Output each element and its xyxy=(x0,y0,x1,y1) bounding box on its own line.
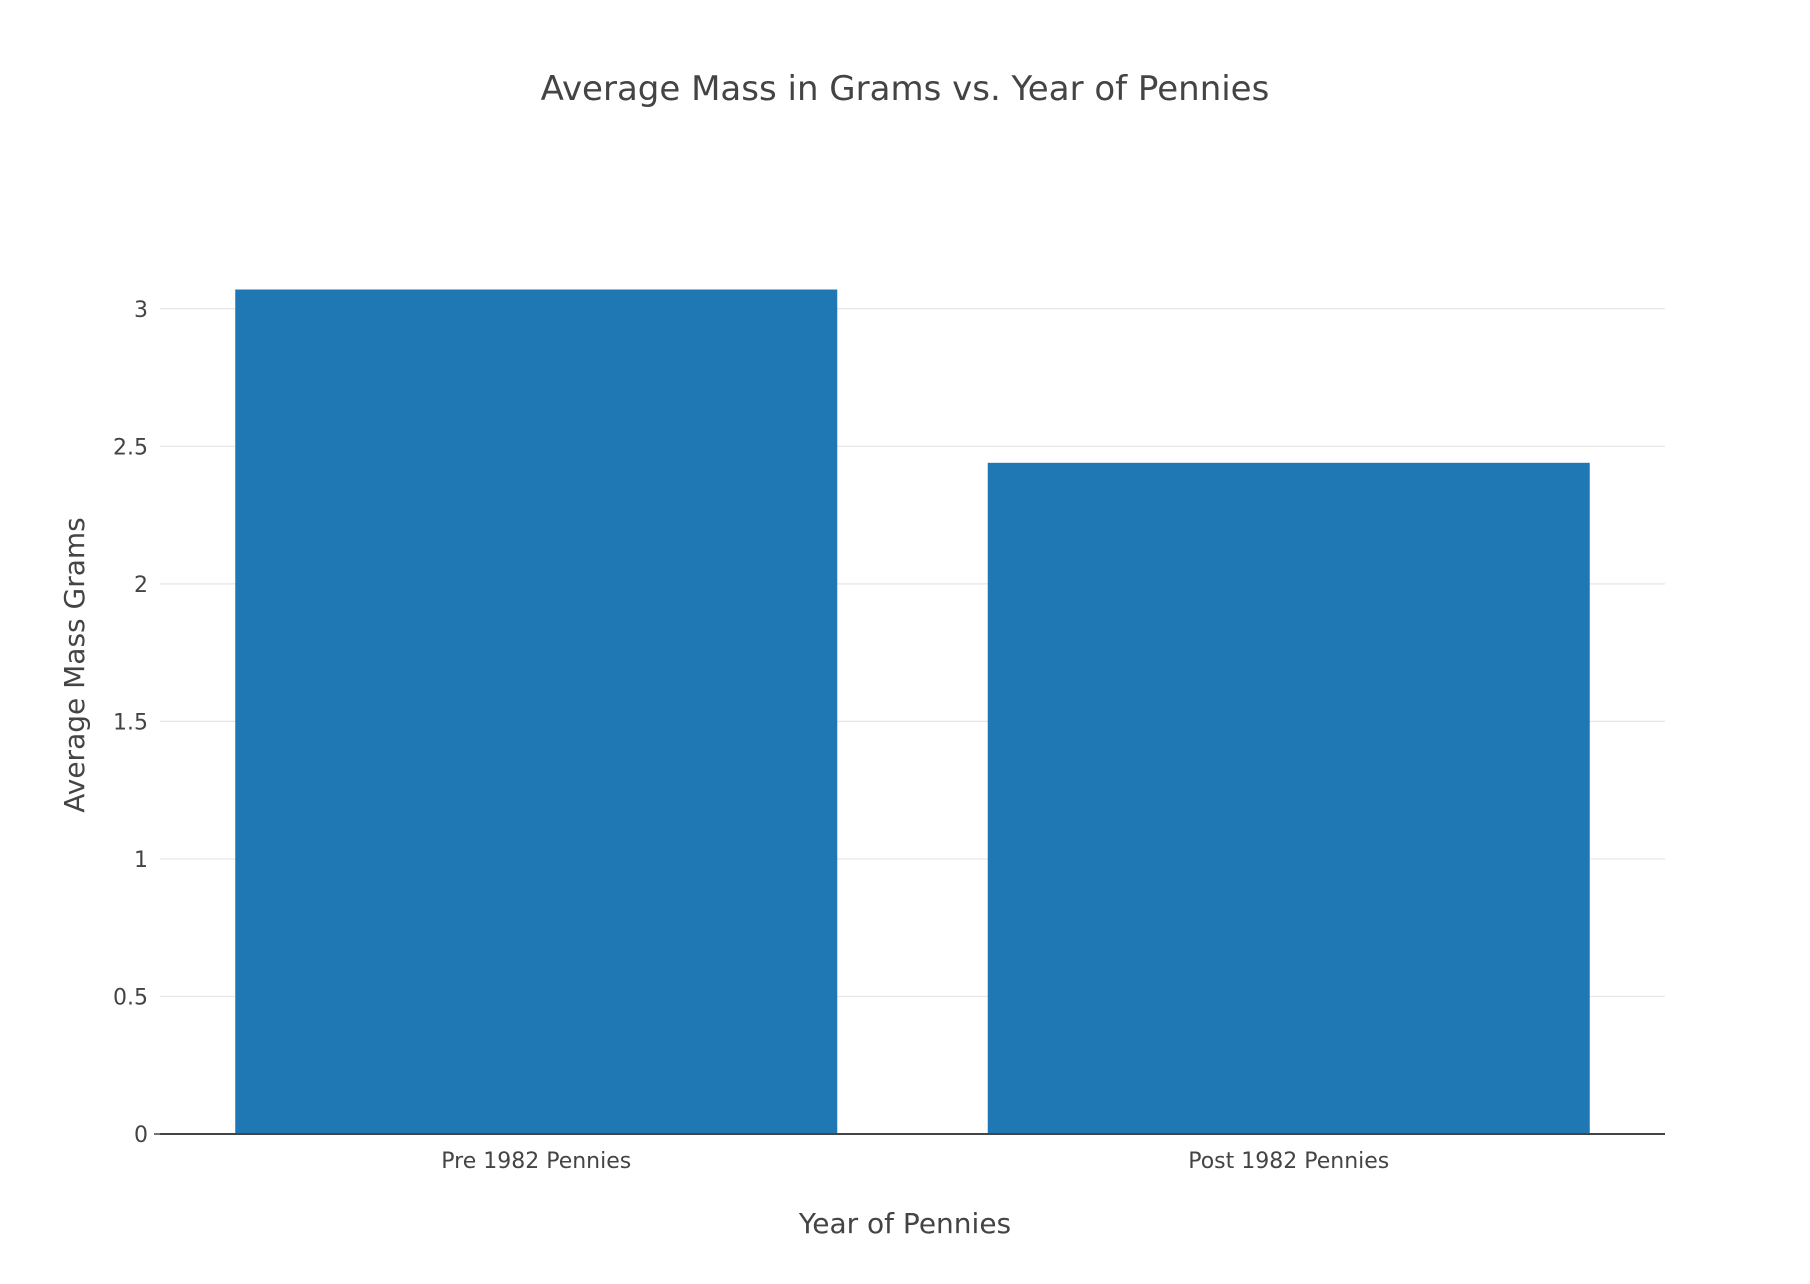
y-tick-label: 3 xyxy=(134,298,148,323)
axes: 0 0.5 1 1.5 2 2.5 3 Pre 1982 Pennies Post 1982 P… xyxy=(113,298,1665,1174)
y-tick-label: 0.5 xyxy=(113,985,148,1010)
y-tick-label: 2 xyxy=(134,573,148,598)
bar xyxy=(235,289,838,1134)
x-tick-label: Pre 1982 Pennies xyxy=(441,1149,631,1174)
y-axis-title: Average Mass Grams xyxy=(58,517,91,813)
x-tick-label: Post 1982 Pennies xyxy=(1188,1149,1389,1174)
chart-title: Average Mass in Grams vs. Year of Pennie… xyxy=(541,69,1270,109)
x-axis-title: Year of Pennies xyxy=(798,1207,1011,1240)
y-tick-label: 1 xyxy=(134,848,148,873)
y-tick-label: 1.5 xyxy=(113,710,148,735)
y-tick-label: 2.5 xyxy=(113,435,148,460)
bars xyxy=(235,289,1590,1134)
y-tick-label: 0 xyxy=(134,1123,148,1148)
bar xyxy=(987,462,1590,1134)
